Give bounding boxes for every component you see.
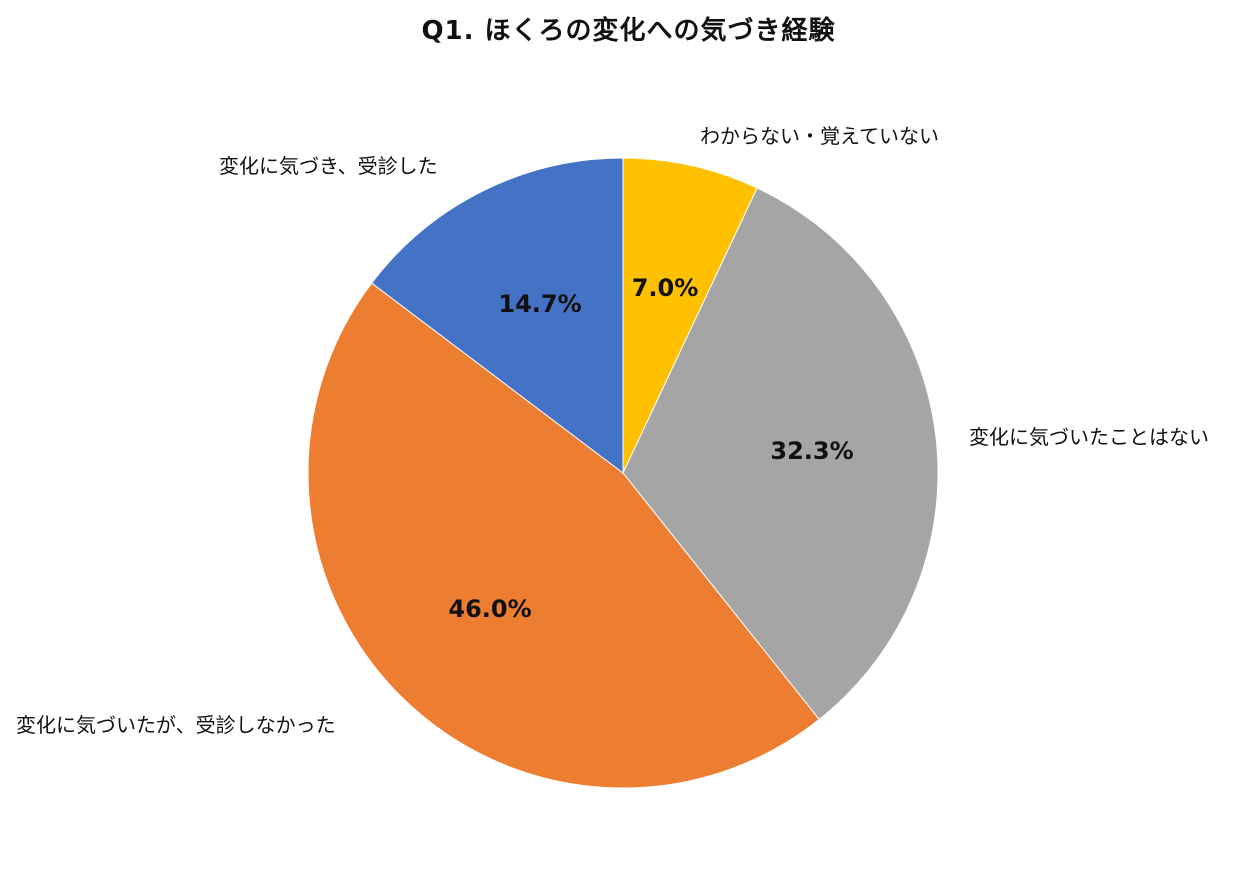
value-label-noticed-visited: 14.7%: [498, 290, 582, 318]
chart-title: Q1. ほくろの変化への気づき経験: [421, 16, 836, 46]
category-label-noticed-no-visit: 変化に気づいたが、受診しなかった: [16, 713, 336, 737]
slice-noticed-visited: [370, 157, 624, 475]
category-label-not-noticed: 変化に気づいたことはない: [969, 425, 1209, 449]
value-label-not-noticed: 32.3%: [770, 437, 854, 465]
value-label-noticed-no-visit: 46.0%: [448, 595, 532, 623]
slice-noticed-no-visit: [307, 282, 820, 789]
slice-unknown: [622, 157, 758, 474]
value-label-unknown: 7.0%: [631, 274, 699, 302]
category-label-unknown: わからない・覚えていない: [700, 124, 939, 148]
category-label-noticed-visited: 変化に気づき、受診した: [219, 154, 438, 178]
slice-not-noticed: [622, 187, 939, 721]
